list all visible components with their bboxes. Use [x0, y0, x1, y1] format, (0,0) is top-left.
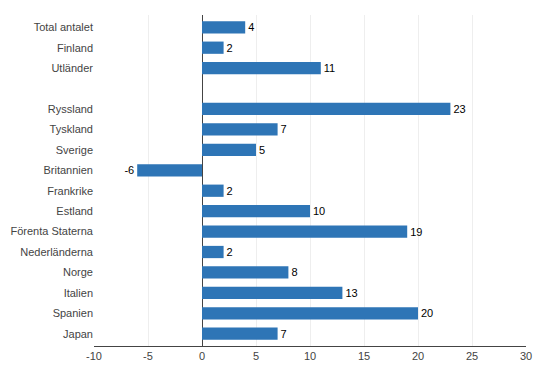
svg-text:Sverige: Sverige — [56, 144, 93, 156]
svg-text:7: 7 — [281, 123, 287, 135]
svg-text:Estland: Estland — [56, 205, 93, 217]
svg-text:8: 8 — [291, 266, 297, 278]
svg-text:Total antalet: Total antalet — [34, 21, 93, 33]
svg-text:-6: -6 — [124, 164, 134, 176]
svg-text:23: 23 — [453, 103, 465, 115]
svg-text:Spanien: Spanien — [53, 307, 93, 319]
svg-text:Frankrike: Frankrike — [47, 185, 93, 197]
svg-text:20: 20 — [412, 350, 424, 362]
svg-text:11: 11 — [324, 62, 335, 74]
svg-text:10: 10 — [304, 350, 316, 362]
svg-text:20: 20 — [421, 307, 433, 319]
svg-text:Norge: Norge — [63, 266, 93, 278]
svg-text:7: 7 — [281, 328, 287, 340]
svg-text:-5: -5 — [143, 350, 153, 362]
svg-text:Japan: Japan — [63, 328, 93, 340]
svg-text:Italien: Italien — [64, 287, 93, 299]
svg-text:Finland: Finland — [57, 42, 93, 54]
svg-text:25: 25 — [466, 350, 478, 362]
svg-text:13: 13 — [345, 287, 357, 299]
svg-text:2: 2 — [227, 185, 233, 197]
svg-text:5: 5 — [253, 350, 259, 362]
svg-text:-10: -10 — [86, 350, 102, 362]
svg-text:2: 2 — [227, 246, 233, 258]
svg-text:4: 4 — [248, 21, 254, 33]
svg-text:2: 2 — [227, 42, 233, 54]
svg-text:30: 30 — [520, 350, 532, 362]
svg-text:19: 19 — [410, 226, 422, 238]
svg-text:Tyskland: Tyskland — [50, 123, 93, 135]
svg-text:15: 15 — [358, 350, 370, 362]
svg-text:Förenta Staterna: Förenta Staterna — [10, 225, 93, 237]
svg-text:10: 10 — [313, 205, 325, 217]
svg-text:Nederländerna: Nederländerna — [20, 246, 94, 258]
svg-text:Britannien: Britannien — [43, 164, 93, 176]
svg-text:Ryssland: Ryssland — [48, 103, 93, 115]
svg-text:5: 5 — [259, 144, 265, 156]
svg-text:Utländer: Utländer — [51, 62, 93, 74]
svg-text:0: 0 — [199, 350, 205, 362]
